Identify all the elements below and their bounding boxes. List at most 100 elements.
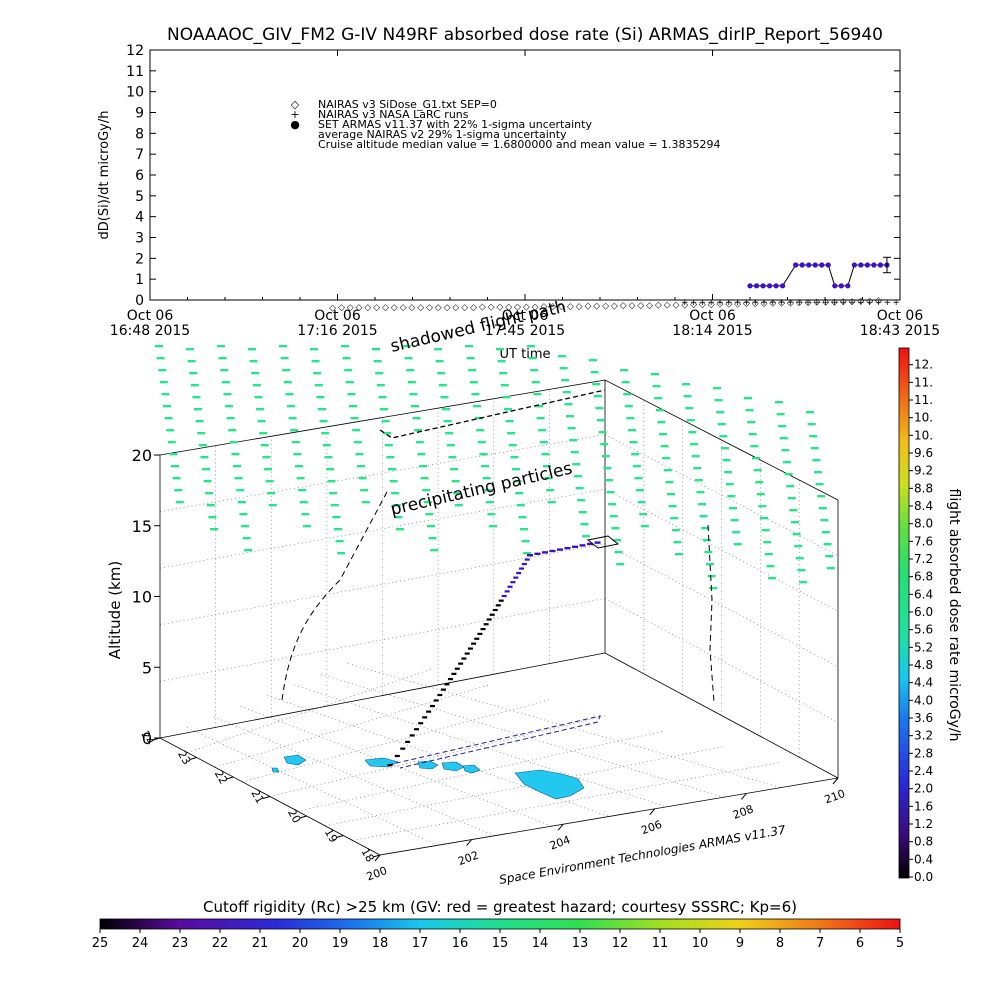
particle-marker bbox=[174, 489, 183, 492]
particle-marker bbox=[528, 357, 537, 360]
particle-marker bbox=[468, 369, 477, 372]
nairas-diamond-point: ◇ bbox=[611, 301, 618, 311]
armas-point bbox=[851, 262, 857, 268]
larc-plus-point: + bbox=[831, 298, 839, 308]
particle-marker bbox=[745, 409, 754, 412]
particle-marker bbox=[203, 480, 212, 483]
particle-marker bbox=[443, 420, 452, 423]
flight-path-segment bbox=[464, 652, 470, 655]
particle-marker bbox=[799, 581, 807, 584]
longitude-tick-label: 204 bbox=[548, 833, 572, 852]
particle-marker bbox=[409, 393, 418, 396]
flight-path-segment bbox=[524, 558, 530, 561]
armas-point bbox=[780, 283, 786, 289]
particle-marker bbox=[561, 379, 570, 382]
nairas-diamond-point: ◇ bbox=[479, 303, 486, 313]
flight-path-segment bbox=[549, 549, 556, 553]
particle-marker bbox=[296, 477, 305, 480]
particle-marker bbox=[301, 513, 310, 516]
particle-marker bbox=[652, 385, 661, 388]
cutoff-bar-tick-label: 8 bbox=[776, 936, 784, 951]
particle-marker bbox=[825, 555, 834, 558]
particle-marker bbox=[696, 491, 705, 494]
latitude-tick bbox=[372, 854, 381, 858]
particle-marker bbox=[668, 505, 677, 508]
nairas-diamond-point: ◇ bbox=[593, 302, 600, 312]
dose-colorbar-tick-label: 5.2 bbox=[914, 640, 933, 654]
floor-grid-line bbox=[348, 663, 781, 788]
particle-marker bbox=[713, 387, 721, 390]
particle-marker bbox=[562, 391, 571, 394]
larc-plus-point: + bbox=[787, 298, 795, 308]
particle-marker bbox=[629, 441, 638, 444]
nairas-diamond-point: ◇ bbox=[717, 300, 724, 310]
particle-marker bbox=[614, 551, 623, 554]
particle-marker bbox=[721, 447, 729, 450]
armas-point bbox=[858, 262, 864, 268]
particle-marker bbox=[732, 531, 741, 534]
particle-marker bbox=[592, 383, 601, 386]
particle-marker bbox=[727, 495, 736, 498]
longitude-tick bbox=[466, 839, 472, 846]
armas-point bbox=[773, 283, 779, 289]
armas-point bbox=[838, 283, 844, 289]
dose-colorbar-tick-label: 0.4 bbox=[914, 852, 933, 866]
cutoff-bar-tick-label: 9 bbox=[736, 936, 744, 951]
particle-marker bbox=[438, 384, 447, 387]
particle-marker bbox=[345, 381, 354, 384]
particle-marker bbox=[747, 421, 756, 424]
floor-grid-line bbox=[186, 727, 438, 846]
particle-marker bbox=[566, 415, 574, 418]
particle-marker bbox=[310, 348, 318, 351]
nairas-diamond-point: ◇ bbox=[408, 303, 415, 313]
particle-marker bbox=[535, 405, 543, 408]
particle-marker bbox=[344, 369, 353, 372]
particle-marker bbox=[518, 516, 527, 519]
particle-marker bbox=[208, 516, 217, 519]
particle-marker bbox=[218, 357, 227, 360]
cutoff-bar-tick-label: 17 bbox=[412, 936, 429, 951]
larc-plus-point: + bbox=[681, 298, 689, 308]
particle-marker bbox=[217, 345, 225, 348]
nairas-diamond-point: ◇ bbox=[813, 298, 820, 308]
particle-marker bbox=[665, 481, 674, 484]
longitude-tick bbox=[741, 793, 747, 800]
top-y-tick-label: 0 bbox=[135, 293, 144, 309]
particle-marker bbox=[574, 475, 582, 478]
particle-marker bbox=[489, 525, 497, 528]
altitude-tick-label: 15 bbox=[132, 517, 152, 536]
cutoff-bar-tick-label: 24 bbox=[132, 936, 149, 951]
chart-title: NOAAAOC_GIV_FM2 G-IV N49RF absorbed dose… bbox=[167, 25, 883, 45]
particle-marker bbox=[699, 515, 708, 518]
particle-marker bbox=[388, 468, 396, 471]
particle-marker bbox=[487, 513, 496, 516]
particle-marker bbox=[190, 384, 199, 387]
particle-marker bbox=[288, 417, 297, 420]
dose-colorbar-tick-label: 8.4 bbox=[914, 499, 933, 513]
particle-marker bbox=[753, 469, 762, 472]
cutoff-bar-tick-label: 6 bbox=[856, 936, 864, 951]
island-shape bbox=[514, 769, 585, 800]
side-wall-grid-line bbox=[604, 543, 839, 668]
particle-marker bbox=[448, 456, 457, 459]
particle-marker bbox=[420, 477, 429, 480]
shadowed-top-track-line bbox=[379, 389, 606, 439]
nairas-diamond-point: ◇ bbox=[532, 302, 539, 312]
particle-marker bbox=[685, 407, 694, 410]
particle-marker bbox=[691, 455, 700, 458]
particle-marker bbox=[166, 429, 175, 432]
particle-marker bbox=[510, 456, 519, 459]
projected-path-back-wall bbox=[281, 489, 389, 701]
particle-marker bbox=[809, 435, 818, 438]
particle-marker bbox=[502, 396, 511, 399]
flight-path-segment bbox=[477, 632, 483, 635]
flight-path-segment bbox=[507, 585, 513, 588]
floor-grid-line bbox=[213, 716, 495, 837]
latitude-tick bbox=[299, 815, 307, 819]
particle-marker bbox=[192, 396, 201, 399]
nairas-diamond-point: ◇ bbox=[796, 298, 803, 308]
larc-plus-point: + bbox=[769, 298, 777, 308]
particle-marker bbox=[311, 360, 320, 363]
dose-colorbar-tick-label: 9.2 bbox=[914, 464, 933, 478]
